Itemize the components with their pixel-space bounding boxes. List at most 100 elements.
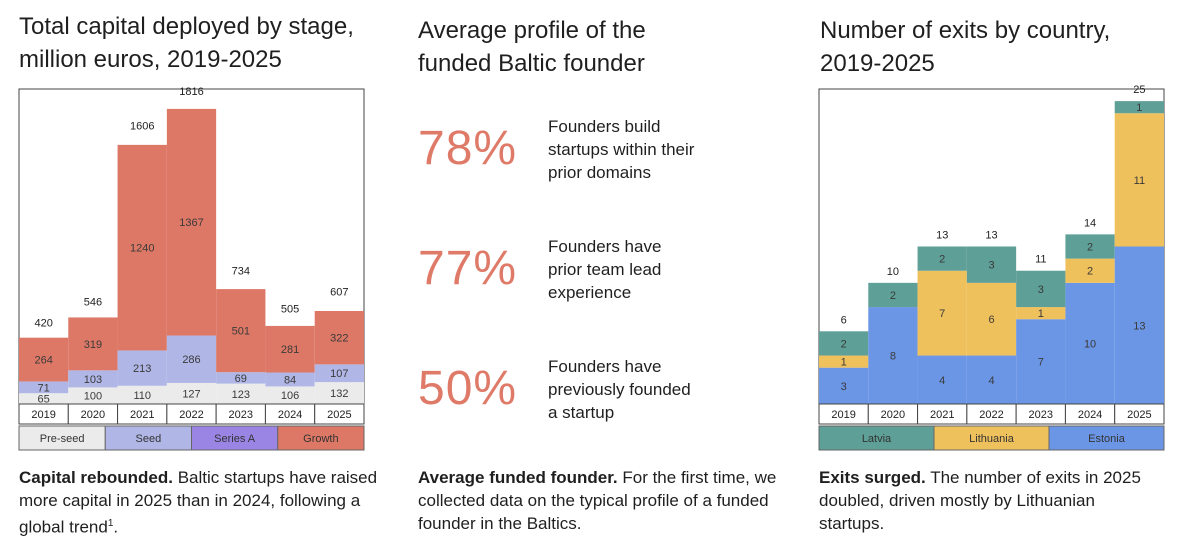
capital-caption-end: . — [113, 517, 119, 537]
bar-segment-seed-2022 — [166, 335, 217, 383]
legend-label-series-a: Series A — [214, 433, 256, 445]
total-label-2020: 10 — [887, 266, 899, 278]
data-label-lithuania-2023: 1 — [1038, 308, 1044, 320]
data-label-lithuania-2022: 6 — [988, 314, 994, 326]
bar-segment-growth-2020 — [68, 317, 118, 371]
data-label-latvia-2023: 3 — [1038, 284, 1044, 296]
stat-team-lead: 77% Founders have prior team lead experi… — [418, 235, 798, 315]
x-tick-label-2024: 2024 — [1078, 409, 1102, 421]
data-label-estonia-2021: 4 — [939, 375, 945, 387]
bar-segment-growth-2021 — [117, 144, 167, 351]
data-label-growth-2019: 264 — [34, 355, 52, 367]
bar-segment-pre-seed-2025 — [314, 382, 364, 404]
total-label-2021: 1606 — [130, 121, 154, 133]
bar-segment-seed-2019 — [19, 381, 69, 394]
data-label-latvia-2019: 2 — [841, 338, 847, 350]
bar-segment-seed-2020 — [68, 370, 118, 388]
bar-segment-growth-2024 — [265, 325, 315, 373]
bar-segment-estonia-2022 — [966, 355, 1017, 404]
total-label-2024: 505 — [281, 303, 299, 315]
exits-caption-text: The number of exits in 2025 doubled, dri… — [819, 468, 1141, 533]
data-label-growth-2024: 281 — [281, 344, 299, 356]
data-label-latvia-2024: 2 — [1087, 242, 1093, 254]
bar-segment-estonia-2025 — [1114, 246, 1164, 404]
bar-segment-latvia-2024 — [1065, 234, 1115, 259]
x-tick-label-2020: 2020 — [881, 409, 905, 421]
total-label-2023: 11 — [1035, 254, 1046, 266]
profile-caption-bold: Average funded founder. — [418, 468, 618, 487]
total-label-2022: 1816 — [179, 86, 203, 98]
data-label-pre-seed-2019: 65 — [38, 394, 50, 406]
data-label-seed-2019: 71 — [38, 382, 50, 394]
data-label-seed-2024: 84 — [284, 374, 296, 386]
x-tick-cell-2025 — [1114, 403, 1165, 425]
data-label-seed-2025: 107 — [330, 368, 348, 380]
x-tick-label-2025: 2025 — [1127, 409, 1151, 421]
stat-value: 78% — [418, 122, 518, 175]
bar-segment-growth-2025 — [314, 310, 364, 365]
data-label-growth-2021: 1240 — [130, 243, 154, 255]
total-label-2019: 6 — [841, 314, 847, 326]
exits-caption: Exits surged. The number of exits in 202… — [819, 466, 1159, 535]
bar-segment-lithuania-2019 — [819, 355, 869, 368]
bar-segment-lithuania-2022 — [966, 282, 1017, 356]
x-tick-label-2025: 2025 — [327, 409, 351, 421]
stat-description: Founders build startups within their pri… — [548, 117, 695, 182]
bar-segment-lithuania-2025 — [1114, 113, 1164, 247]
legend-swatch-estonia — [1048, 425, 1165, 451]
bar-segment-pre-seed-2021 — [117, 385, 167, 404]
x-tick-label-2024: 2024 — [278, 409, 302, 421]
total-label-2025: 607 — [330, 286, 348, 298]
data-label-seed-2023: 69 — [235, 373, 247, 385]
data-label-latvia-2022: 3 — [988, 260, 994, 272]
legend-label-seed: Seed — [136, 433, 162, 445]
data-label-lithuania-2021: 7 — [939, 308, 945, 320]
x-tick-label-2022: 2022 — [979, 409, 1003, 421]
bar-segment-estonia-2023 — [1016, 319, 1066, 404]
bar-segment-lithuania-2023 — [1016, 307, 1066, 320]
stat-previously-founded: 50% Founders have previously founded a s… — [418, 355, 798, 435]
total-label-2023: 734 — [232, 265, 250, 277]
total-label-2025: 25 — [1133, 84, 1145, 96]
bar-segment-pre-seed-2019 — [19, 393, 69, 404]
x-tick-label-2021: 2021 — [930, 409, 954, 421]
capital-caption: Capital rebounded. Baltic startups have … — [19, 466, 379, 539]
bar-segment-lithuania-2021 — [917, 270, 967, 356]
bar-segment-pre-seed-2022 — [166, 382, 217, 404]
x-tick-label-2021: 2021 — [130, 409, 154, 421]
legend-swatch-lithuania — [933, 425, 1050, 451]
bar-segment-seed-2025 — [314, 364, 364, 383]
data-label-estonia-2019: 3 — [841, 381, 847, 393]
bar-segment-pre-seed-2024 — [265, 386, 315, 404]
data-label-lithuania-2019: 1 — [841, 357, 847, 369]
data-label-growth-2025: 322 — [330, 333, 348, 345]
legend-label-lithuania: Lithuania — [969, 433, 1015, 445]
total-label-2019: 420 — [34, 317, 52, 329]
x-tick-label-2019: 2019 — [831, 409, 855, 421]
exits-chart-title: Number of exits by country, 2019-2025 — [820, 17, 1111, 77]
bar-segment-lithuania-2024 — [1065, 258, 1115, 283]
data-label-latvia-2025: 1 — [1136, 102, 1142, 114]
data-label-pre-seed-2025: 132 — [330, 388, 348, 400]
bar-segment-estonia-2019 — [819, 367, 869, 404]
data-label-lithuania-2024: 2 — [1087, 266, 1093, 278]
bar-segment-growth-2023 — [216, 289, 266, 373]
data-label-growth-2020: 319 — [84, 339, 102, 351]
x-tick-cell-2025 — [314, 403, 365, 425]
legend-label-growth: Growth — [303, 433, 338, 445]
data-label-growth-2022: 1367 — [179, 217, 203, 229]
data-label-latvia-2020: 2 — [890, 290, 896, 302]
capital-caption-text: Baltic startups have raised more capital… — [19, 468, 378, 537]
data-label-pre-seed-2021: 110 — [133, 390, 151, 402]
profile-caption: Average funded founder. For the first ti… — [418, 466, 778, 535]
data-label-estonia-2020: 8 — [890, 351, 896, 363]
legend-label-pre-seed: Pre-seed — [40, 433, 85, 445]
x-tick-label-2023: 2023 — [229, 409, 253, 421]
x-tick-label-2023: 2023 — [1029, 409, 1053, 421]
legend-swatch-pre-seed — [18, 425, 106, 451]
total-label-2024: 14 — [1084, 217, 1096, 229]
legend-swatch-growth — [277, 425, 365, 451]
data-label-growth-2023: 501 — [232, 326, 250, 338]
capital-caption-footnote: 1 — [107, 518, 114, 529]
bar-segment-latvia-2021 — [917, 246, 967, 271]
